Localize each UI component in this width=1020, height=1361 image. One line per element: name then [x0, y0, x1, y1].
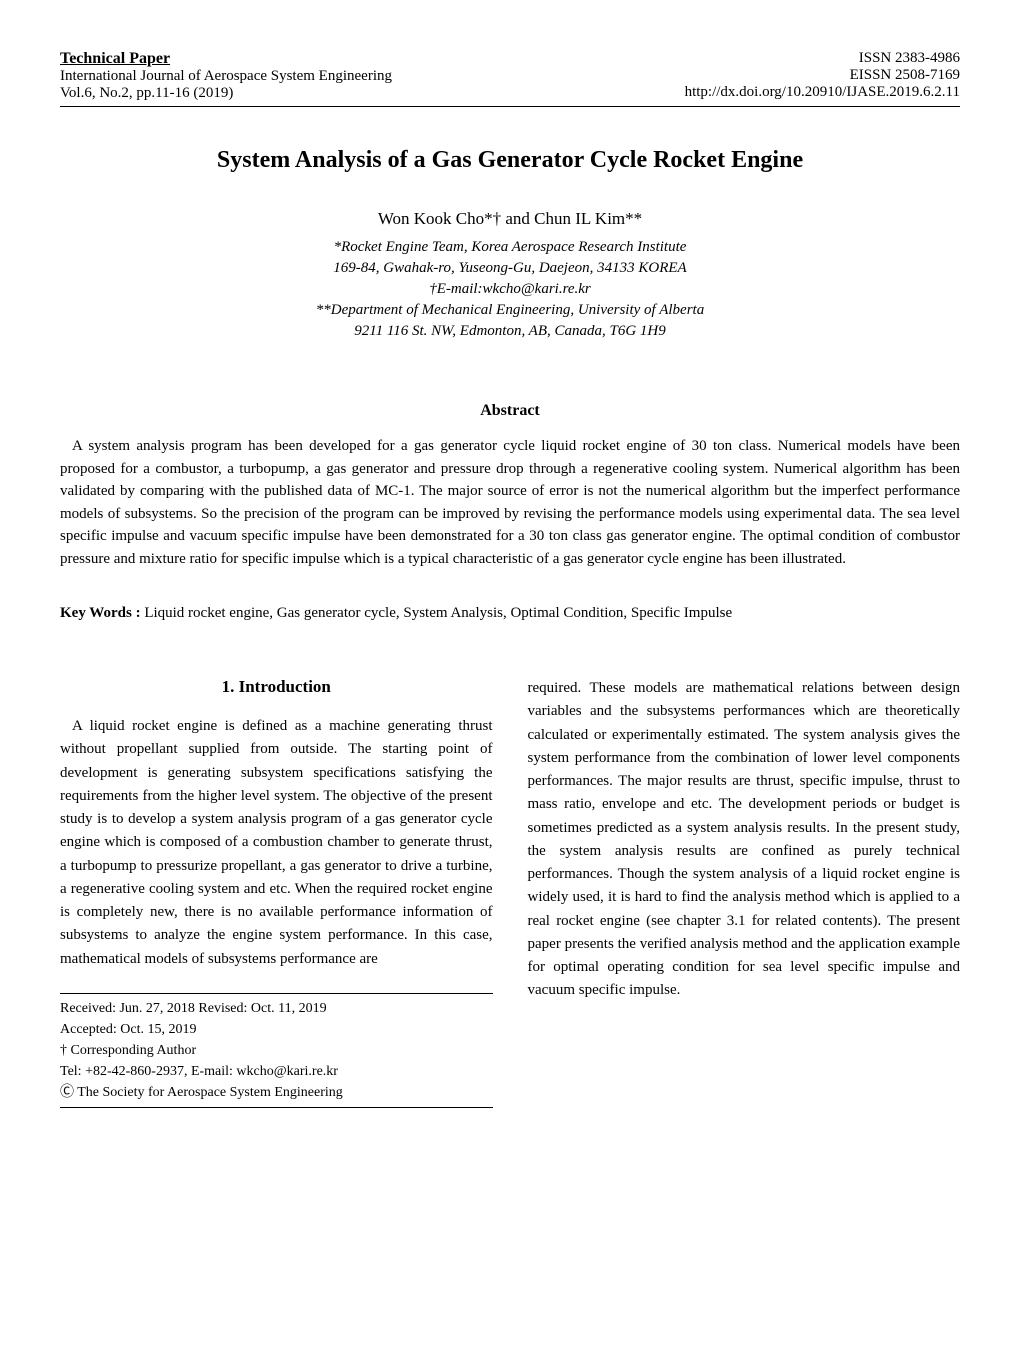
- authors: Won Kook Cho*† and Chun IL Kim**: [60, 209, 960, 229]
- abstract-label: Abstract: [60, 402, 960, 420]
- doi-link[interactable]: http://dx.doi.org/10.20910/IJASE.2019.6.…: [685, 84, 960, 101]
- paper-title: System Analysis of a Gas Generator Cycle…: [60, 147, 960, 174]
- footer-info-block: Received: Jun. 27, 2018 Revised: Oct. 11…: [60, 993, 493, 1108]
- affiliation-line: *Rocket Engine Team, Korea Aerospace Res…: [60, 237, 960, 258]
- keywords-label: Key Words :: [60, 605, 144, 621]
- affiliation-line: 169-84, Gwahak-ro, Yuseong-Gu, Daejeon, …: [60, 258, 960, 279]
- corresponding-author: † Corresponding Author: [60, 1040, 493, 1061]
- eissn: EISSN 2508-7169: [685, 67, 960, 84]
- affiliation-line: 9211 116 St. NW, Edmonton, AB, Canada, T…: [60, 321, 960, 342]
- section-1-header: 1. Introduction: [60, 677, 493, 697]
- affiliation-line: **Department of Mechanical Engineering, …: [60, 300, 960, 321]
- keywords-text: Liquid rocket engine, Gas generator cycl…: [144, 605, 732, 621]
- technical-paper-label: Technical Paper: [60, 50, 392, 68]
- abstract-text: A system analysis program has been devel…: [60, 435, 960, 570]
- page-header: Technical Paper International Journal of…: [60, 50, 960, 107]
- volume-info: Vol.6, No.2, pp.11-16 (2019): [60, 85, 392, 102]
- copyright: Ⓒ The Society for Aerospace System Engin…: [60, 1082, 493, 1103]
- received-date: Received: Jun. 27, 2018 Revised: Oct. 11…: [60, 998, 493, 1019]
- journal-name: International Journal of Aerospace Syste…: [60, 68, 392, 85]
- contact-info: Tel: +82-42-860-2937, E-mail: wkcho@kari…: [60, 1061, 493, 1082]
- issn: ISSN 2383-4986: [685, 50, 960, 67]
- header-left: Technical Paper International Journal of…: [60, 50, 392, 102]
- header-right: ISSN 2383-4986 EISSN 2508-7169 http://dx…: [685, 50, 960, 102]
- affiliation-block: *Rocket Engine Team, Korea Aerospace Res…: [60, 237, 960, 342]
- right-column: required. These models are mathematical …: [528, 677, 961, 1108]
- intro-paragraph-left: A liquid rocket engine is defined as a m…: [60, 715, 493, 971]
- left-column: 1. Introduction A liquid rocket engine i…: [60, 677, 493, 1108]
- affiliation-email: †E-mail:wkcho@kari.re.kr: [60, 279, 960, 300]
- intro-paragraph-right: required. These models are mathematical …: [528, 677, 961, 1003]
- two-column-body: 1. Introduction A liquid rocket engine i…: [60, 677, 960, 1108]
- accepted-date: Accepted: Oct. 15, 2019: [60, 1019, 493, 1040]
- keywords: Key Words : Liquid rocket engine, Gas ge…: [60, 605, 960, 622]
